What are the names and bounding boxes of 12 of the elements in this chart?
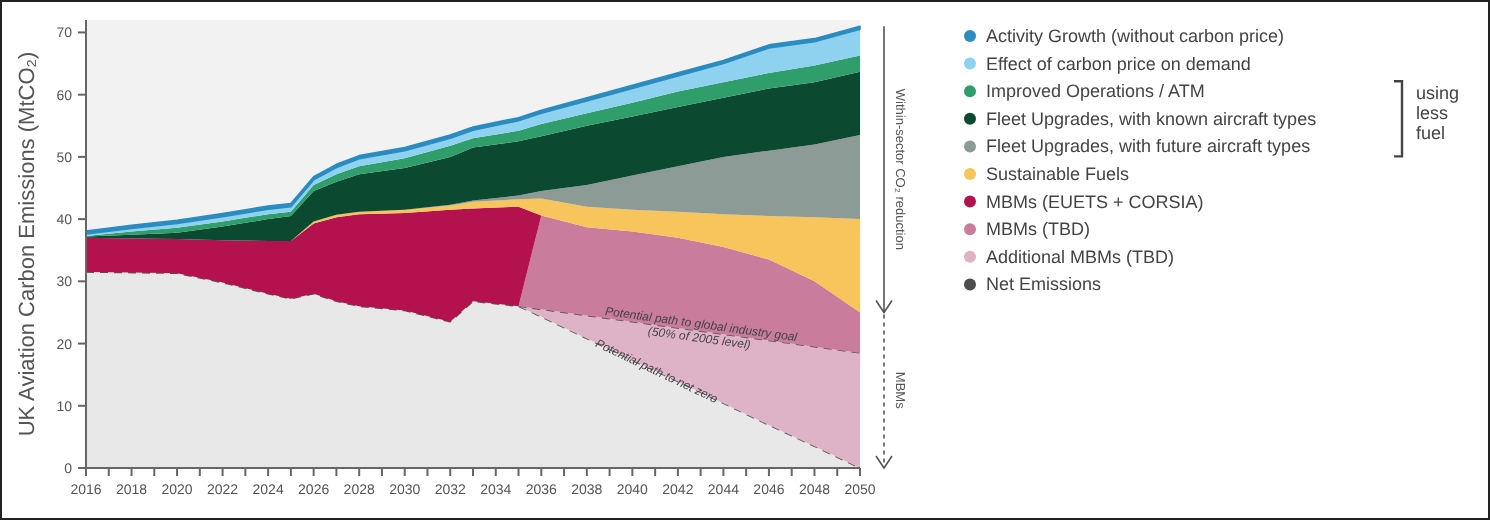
legend-label: Additional MBMs (TBD)	[986, 246, 1175, 267]
legend-label: Sustainable Fuels	[986, 164, 1131, 184]
legend-label: MBMs (TBD)	[986, 219, 1090, 240]
legend-label: Improved Operations / ATM	[986, 81, 1205, 102]
legend-label: Activity Growth (without carbon price)	[986, 26, 1285, 46]
y-axis-title: UK Aviation Carbon Emissions (MtCO₂)	[16, 51, 40, 437]
legend-label: Fleet Upgrades, with known aircraft types	[986, 108, 1318, 129]
legend-label: Fleet Upgrades, with future aircraft types	[986, 136, 1312, 157]
legend-label: Effect of carbon price on demand	[986, 53, 1251, 74]
text: using less fuel	[1416, 83, 1460, 144]
legend-label: MBMs (EUETS + CORSIA)	[986, 191, 1204, 212]
legend-label: Net Emissions	[986, 274, 1103, 295]
